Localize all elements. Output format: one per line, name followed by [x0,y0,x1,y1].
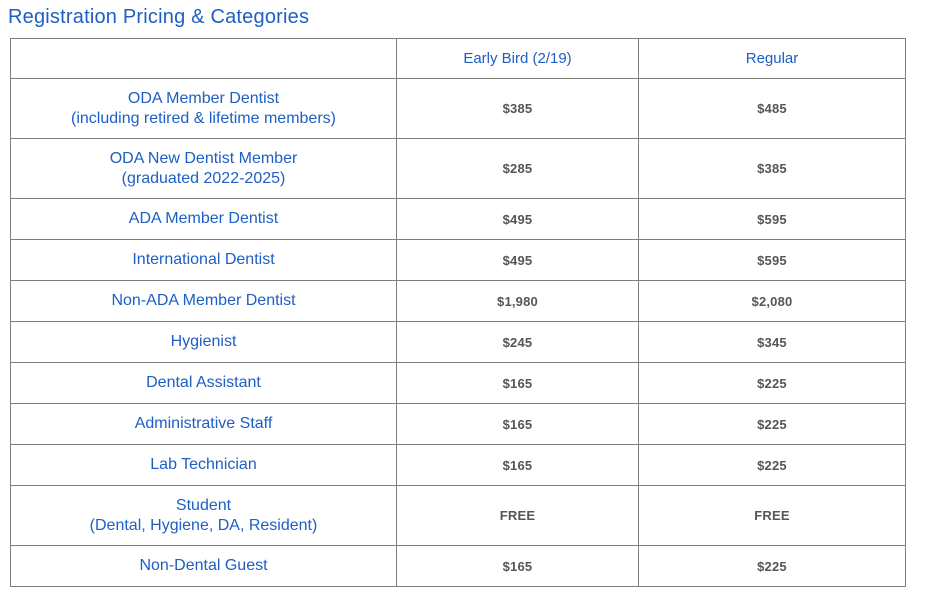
category-label: Student [175,496,232,514]
regular-price: $595 [638,239,906,281]
table-row: Administrative Staff $165 $225 [10,403,906,445]
pricing-table: Early Bird (2/19) Regular ODA Member Den… [10,38,906,587]
table-row: ODA New Dentist Member (graduated 2022-2… [10,138,906,199]
early-bird-price: $495 [396,198,639,240]
table-row: Dental Assistant $165 $225 [10,362,906,404]
table-row: ODA Member Dentist (including retired & … [10,78,906,139]
early-bird-price: $1,980 [396,280,639,322]
column-header-early-bird: Early Bird (2/19) [396,38,639,79]
regular-price: FREE [638,485,906,546]
table-row: Lab Technician $165 $225 [10,444,906,486]
early-bird-price: FREE [396,485,639,546]
category-label: Hygienist [170,333,237,351]
table-row: Non-ADA Member Dentist $1,980 $2,080 [10,280,906,322]
early-bird-price: $385 [396,78,639,139]
regular-price: $225 [638,545,906,587]
early-bird-price: $165 [396,362,639,404]
category-label: Non-Dental Guest [139,557,268,575]
table-row: Student (Dental, Hygiene, DA, Resident) … [10,485,906,546]
regular-price: $345 [638,321,906,363]
early-bird-price: $165 [396,444,639,486]
table-row: ADA Member Dentist $495 $595 [10,198,906,240]
table-row: Hygienist $245 $345 [10,321,906,363]
early-bird-price: $165 [396,545,639,587]
regular-price: $225 [638,403,906,445]
regular-price: $2,080 [638,280,906,322]
regular-price: $485 [638,78,906,139]
category-note: (graduated 2022-2025) [121,169,286,187]
column-header-regular: Regular [638,38,906,79]
regular-price: $225 [638,362,906,404]
category-label: Lab Technician [150,456,257,474]
table-row: International Dentist $495 $595 [10,239,906,281]
early-bird-price: $165 [396,403,639,445]
category-label: Dental Assistant [146,374,261,392]
category-note: (Dental, Hygiene, DA, Resident) [89,516,318,534]
early-bird-price: $495 [396,239,639,281]
column-header-category [10,38,397,79]
category-label: ODA New Dentist Member [109,149,298,167]
regular-price: $385 [638,138,906,199]
header-row: Early Bird (2/19) Regular [10,38,906,79]
page-title: Registration Pricing & Categories [8,6,310,28]
category-label: International Dentist [132,251,275,269]
category-label: Administrative Staff [134,415,273,433]
category-label: ODA Member Dentist [127,89,280,107]
early-bird-price: $285 [396,138,639,199]
category-note: (including retired & lifetime members) [71,109,336,127]
regular-price: $225 [638,444,906,486]
category-label: Non-ADA Member Dentist [111,292,296,310]
table-row: Non-Dental Guest $165 $225 [10,545,906,587]
early-bird-price: $245 [396,321,639,363]
category-label: ADA Member Dentist [128,210,279,228]
regular-price: $595 [638,198,906,240]
